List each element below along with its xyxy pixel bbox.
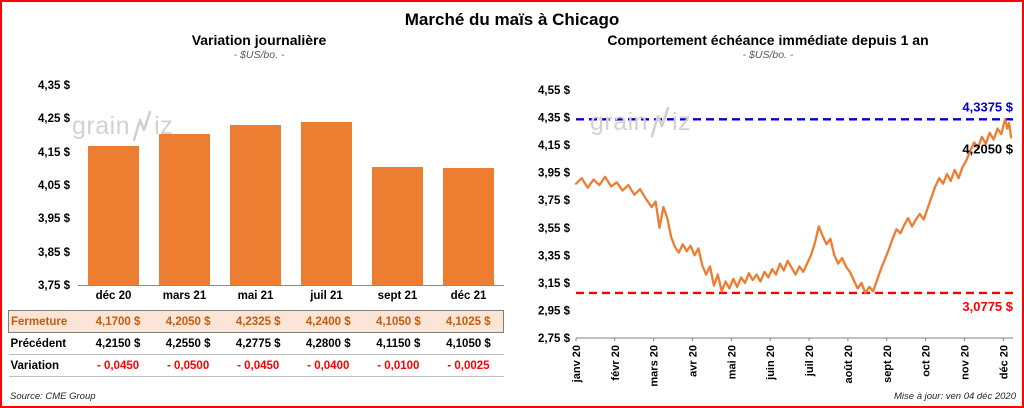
table-cell: 4,2775 $	[235, 337, 281, 350]
bar	[442, 168, 495, 285]
x-axis-label: nov 20	[959, 345, 971, 380]
updated-note: Mise à jour: ven 04 déc 2020	[894, 391, 1016, 402]
y-axis-label: 3,35 $	[538, 250, 571, 262]
x-axis-label: oct 20	[921, 345, 933, 377]
x-axis-label: sept 20	[882, 345, 894, 383]
bar-y-axis: 4,35 $ 4,25 $ 4,15 $ 4,05 $ 3,95 $ 3,85 $ 3,75…	[8, 80, 74, 292]
page-title: Marché du maïs à Chicago	[404, 10, 620, 29]
x-axis-label: déc 20	[95, 290, 132, 302]
y-axis-label: 4,05 $	[38, 180, 70, 192]
x-axis-label: juin 20	[765, 345, 777, 381]
y-axis-label: 4,35 $	[538, 113, 571, 125]
bar-slot	[220, 86, 291, 285]
line-chart-subtitle: - $US/bo. -	[742, 49, 794, 61]
bar-slot	[433, 86, 504, 285]
source-note: Source: CME Group	[10, 391, 96, 402]
table-cell: - 0,0500	[167, 359, 210, 372]
bar	[300, 122, 353, 285]
line-chart-title: Comportement échéance immédiate depuis 1…	[607, 32, 929, 48]
y-axis-label: 2,75 $	[538, 333, 571, 345]
bar-chart-title: Variation journalière	[191, 32, 327, 48]
table-row-variation: Variation - 0,0450 - 0,0500 - 0,0450 - 0,040…	[8, 355, 504, 377]
x-axis-label: juil 21	[310, 290, 343, 302]
table-cell: - 0,0450	[237, 359, 280, 372]
table-row-precedent: Précédent 4,2150 $ 4,2550 $ 4,2775 $ 4,2800 …	[8, 333, 504, 355]
table-cell: 4,2800 $	[305, 337, 351, 350]
bar-plot-area	[78, 86, 504, 286]
price-line	[574, 118, 1013, 295]
x-axis-label: janv 20	[571, 345, 583, 383]
table-cell: 4,1050 $	[375, 315, 421, 328]
x-axis-label: mars 21	[162, 290, 207, 302]
x-axis-label: avr 20	[688, 345, 700, 377]
row-label: Variation	[10, 359, 60, 372]
table-cell: - 0,0400	[307, 359, 350, 372]
y-axis-label: 3,75 $	[38, 280, 70, 292]
y-axis-label: 3,95 $	[38, 213, 70, 226]
low-value-label: 3,0775 $	[962, 299, 1013, 314]
last-value-label: 4,2050 $	[962, 142, 1013, 157]
y-axis-label: 4,25 $	[38, 113, 70, 126]
bar	[158, 134, 211, 285]
y-axis-label: 4,15 $	[538, 140, 571, 152]
values-table: Fermeture 4,1700 $ 4,2050 $ 4,2325 $ 4,2400 …	[8, 310, 504, 377]
y-axis-label: 3,75 $	[538, 195, 571, 207]
table-cell: 4,2050 $	[165, 315, 211, 328]
x-axis-label: févr 20	[610, 345, 622, 380]
line-chart-svg: 4,55 $ 4,35 $ 4,15 $ 3,95 $ 3,75 $ 3,55 $ 3,35…	[538, 85, 1014, 387]
y-axis-label: 2,95 $	[538, 305, 571, 317]
y-axis-label: 4,55 $	[538, 85, 571, 97]
y-axis-label: 3,85 $	[38, 246, 70, 259]
x-axis-label: mai 20	[726, 345, 738, 379]
table-cell: - 0,0025	[447, 359, 490, 372]
bar	[229, 124, 282, 285]
table-cell: 4,1050 $	[446, 337, 491, 350]
table-cell: 4,1150 $	[376, 337, 421, 350]
table-cell: 4,2150 $	[95, 337, 141, 350]
bar-slot	[291, 86, 362, 285]
x-axis-label: déc 20	[998, 345, 1010, 379]
bar	[87, 145, 140, 285]
y-axis-label: 3,95 $	[538, 168, 571, 180]
bar	[371, 167, 424, 285]
table-cell: - 0,0100	[377, 359, 420, 372]
x-axis-label: mai 21	[237, 290, 274, 302]
line-chart-panel: Comportement échéance immédiate depuis 1…	[516, 32, 1020, 404]
y-axis-label: 4,35 $	[38, 80, 70, 92]
table-cell: 4,2400 $	[305, 315, 351, 328]
y-axis-label: 3,55 $	[538, 223, 571, 235]
row-label: Précédent	[10, 337, 67, 350]
high-value-label: 4,3375 $	[962, 99, 1013, 114]
x-axis-label: mars 20	[649, 345, 661, 387]
bar-x-axis: déc 20 mars 21 mai 21 juil 21 sept 21 déc 21	[78, 290, 504, 302]
table-cell: 4,2550 $	[165, 337, 211, 350]
bar-slot	[149, 86, 220, 285]
x-axis-label: sept 21	[377, 290, 418, 302]
y-axis-label: 4,15 $	[38, 146, 70, 159]
table-cell: - 0,0450	[96, 359, 140, 372]
row-label: Fermeture	[11, 315, 68, 328]
x-axis-label: déc 21	[450, 290, 487, 302]
table-cell: 4,1700 $	[95, 315, 141, 328]
bar-slot	[78, 86, 149, 285]
table-cell: 4,1025 $	[445, 315, 491, 328]
table-row-fermeture: Fermeture 4,1700 $ 4,2050 $ 4,2325 $ 4,2400 …	[8, 310, 504, 333]
x-axis-label: juil 20	[804, 345, 816, 377]
table-cell: 4,2325 $	[235, 315, 281, 328]
bar-slot	[362, 86, 433, 285]
bar-chart-subtitle: - $US/bo. -	[233, 49, 285, 61]
y-axis-label: 3,15 $	[538, 278, 571, 290]
bar-chart: grain iz 4,35 $4,25 $4,15 $4,05 $3,95 $3…	[8, 80, 504, 292]
bar-chart-panel: Variation journalière - $US/bo. - grain …	[8, 32, 510, 404]
x-axis-label: août 20	[843, 345, 855, 384]
